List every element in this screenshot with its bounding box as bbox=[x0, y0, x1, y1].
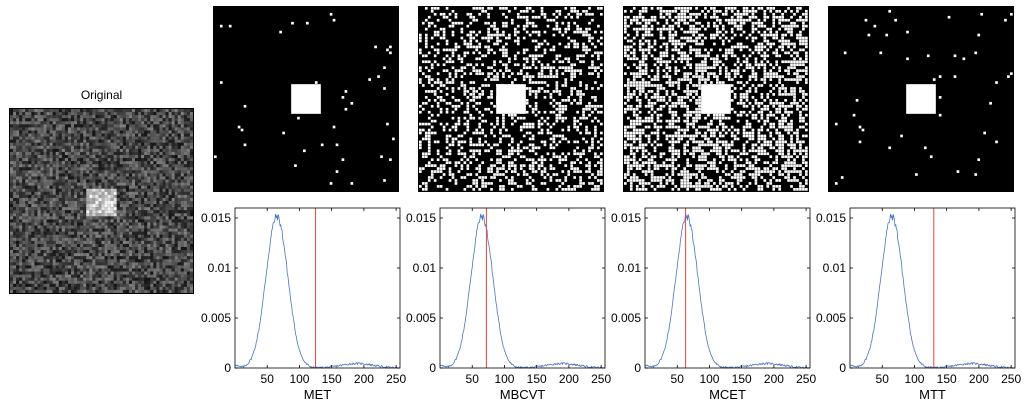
x-tick-label: 150 bbox=[937, 372, 957, 386]
histogram-line-mtt bbox=[849, 213, 1015, 369]
y-tick-label: 0.015 bbox=[611, 211, 641, 225]
x-tick-label: 200 bbox=[354, 372, 374, 386]
x-tick-label: 100 bbox=[494, 372, 514, 386]
y-tick-label: 0.005 bbox=[611, 311, 641, 325]
y-tick-label: 0 bbox=[224, 361, 231, 375]
x-tick-label: 150 bbox=[527, 372, 547, 386]
y-tick-label: 0.005 bbox=[201, 311, 231, 325]
histogram-plot-mbcvt: 50 100 150 200 250 0 0.005 0.01 0.015 MBCVT bbox=[400, 205, 611, 405]
x-tick-label: 250 bbox=[796, 372, 816, 386]
x-tick-label: 50 bbox=[466, 372, 480, 386]
y-tick-label: 0.015 bbox=[406, 211, 436, 225]
x-tick-label: 150 bbox=[322, 372, 342, 386]
x-tick-label: 50 bbox=[876, 372, 890, 386]
x-tick-label: 250 bbox=[591, 372, 611, 386]
x-tick-label: 50 bbox=[671, 372, 685, 386]
original-image bbox=[9, 108, 194, 294]
x-axis-label-mbcvt: MBCVT bbox=[500, 387, 546, 402]
x-tick-label: 250 bbox=[386, 372, 406, 386]
segmentation-image-mbcvt bbox=[418, 6, 604, 192]
original-title: Original bbox=[80, 88, 123, 102]
x-tick-label: 50 bbox=[261, 372, 275, 386]
y-tick-label: 0.01 bbox=[823, 261, 847, 275]
axes-box-mtt bbox=[849, 207, 1016, 369]
x-tick-label: 100 bbox=[289, 372, 309, 386]
histogram-line-met bbox=[234, 213, 400, 369]
segmentation-image-mtt bbox=[828, 6, 1014, 192]
y-tick-label: 0.01 bbox=[618, 261, 642, 275]
y-tick-label: 0.015 bbox=[201, 211, 231, 225]
x-tick-label: 150 bbox=[732, 372, 752, 386]
histogram-plot-mtt: 50 100 150 200 250 0 0.005 0.01 0.015 MTT bbox=[810, 205, 1021, 405]
y-tick-label: 0.005 bbox=[406, 311, 436, 325]
histogram-plot-mcet: 50 100 150 200 250 0 0.005 0.01 0.015 MCET bbox=[605, 205, 816, 405]
y-tick-label: 0.01 bbox=[413, 261, 437, 275]
y-tick-label: 0.015 bbox=[816, 211, 846, 225]
axes-box-mbcvt bbox=[439, 207, 606, 369]
x-tick-label: 200 bbox=[764, 372, 784, 386]
y-tick-label: 0.005 bbox=[816, 311, 846, 325]
y-tick-label: 0 bbox=[429, 361, 436, 375]
histogram-line-mbcvt bbox=[439, 213, 605, 369]
segmentation-image-mcet bbox=[623, 6, 809, 192]
y-tick-label: 0 bbox=[634, 361, 641, 375]
x-tick-label: 250 bbox=[1001, 372, 1021, 386]
y-tick-label: 0.01 bbox=[208, 261, 232, 275]
x-axis-label-mtt: MTT bbox=[919, 387, 946, 402]
x-axis-label-met: MET bbox=[304, 387, 332, 402]
axes-box-mcet bbox=[644, 207, 811, 369]
axes-box-met bbox=[234, 207, 401, 369]
histogram-plot-met: 50 100 150 200 250 0 0.005 0.01 0.015 MET bbox=[195, 205, 406, 405]
segmentation-image-met bbox=[213, 6, 399, 192]
y-tick-label: 0 bbox=[839, 361, 846, 375]
x-tick-label: 100 bbox=[699, 372, 719, 386]
histogram-line-mcet bbox=[644, 213, 810, 369]
x-tick-label: 100 bbox=[904, 372, 924, 386]
x-axis-label-mcet: MCET bbox=[709, 387, 746, 402]
x-tick-label: 200 bbox=[969, 372, 989, 386]
x-tick-label: 200 bbox=[559, 372, 579, 386]
